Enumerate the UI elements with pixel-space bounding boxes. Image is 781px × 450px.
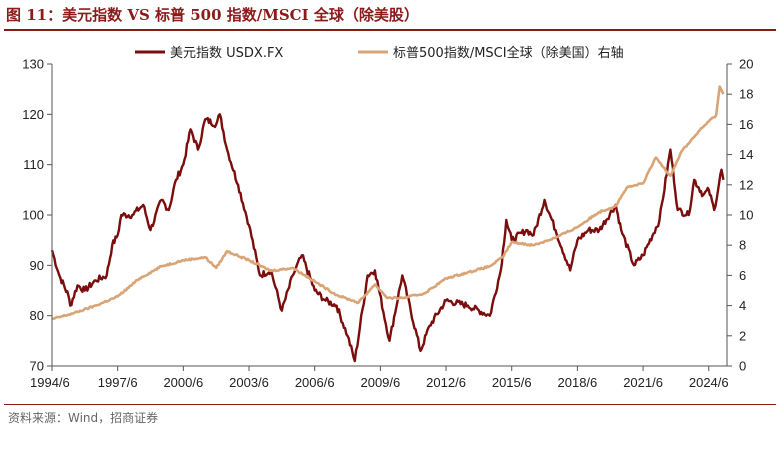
x-tick-label: 1997/6: [98, 375, 138, 390]
x-tick-label: 2015/6: [492, 375, 532, 390]
series-line-spx-msci: [51, 85, 725, 321]
y-left-tick-label: 120: [22, 107, 44, 122]
x-tick-label: 2000/6: [163, 375, 203, 390]
y-right-tick-label: 0: [739, 359, 746, 374]
legend-label: 标普500指数/MSCI全球（除美国）右轴: [393, 45, 624, 61]
legend-label: 美元指数 USDX.FX: [170, 46, 283, 61]
dual-axis-line-chart: 美元指数 USDX.FX 标普500指数/MSCI全球（除美国）右轴 1994/6…: [22, 45, 753, 390]
x-tick-label: 2009/6: [360, 375, 400, 390]
y-right-tick-label: 18: [739, 87, 753, 102]
y-right-tick-label: 20: [739, 57, 753, 72]
x-tick-label: 2003/6: [229, 375, 269, 390]
y-right-tick-label: 4: [739, 298, 746, 313]
figure-title: 图 11：美元指数 VS 标普 500 指数/MSCI 全球（除美股）: [6, 6, 419, 24]
x-tick-label: 1994/6: [30, 375, 70, 390]
x-tick-label: 2021/6: [623, 375, 663, 390]
y-right-tick-label: 6: [739, 268, 746, 283]
y-left-tick-label: 100: [22, 208, 44, 223]
plot-area: [50, 85, 725, 363]
y-left-tick-label: 80: [30, 308, 44, 323]
y-left-tick-label: 110: [23, 157, 44, 172]
y-left-tick-label: 130: [22, 57, 44, 72]
x-tick-label: 2012/6: [426, 375, 466, 390]
x-tick-label: 2024/6: [689, 375, 729, 390]
y-axis-left: 70 80 90 100 110 120 130: [22, 57, 53, 374]
y-right-tick-label: 8: [739, 238, 746, 253]
y-right-tick-label: 12: [739, 177, 753, 192]
source-note: 资料来源：Wind，招商证券: [8, 411, 159, 425]
x-axis: 1994/6 1997/6 2000/6 2003/6 2006/6 2009/6 2012…: [30, 365, 729, 390]
y-axis-right: 0 2 4 6 8 10 12 14 16 18 20: [726, 57, 753, 374]
y-left-tick-label: 70: [30, 359, 44, 374]
title-divider: [4, 29, 776, 31]
series-line-usdx: [50, 113, 725, 363]
x-tick-label: 2006/6: [295, 375, 335, 390]
y-right-tick-label: 10: [739, 208, 753, 223]
chart-legend: 美元指数 USDX.FX 标普500指数/MSCI全球（除美国）右轴: [135, 45, 624, 61]
y-right-tick-label: 16: [739, 117, 753, 132]
y-right-tick-label: 14: [739, 147, 753, 162]
y-right-tick-label: 2: [739, 328, 746, 343]
footer-divider: [4, 404, 776, 405]
x-tick-label: 2018/6: [558, 375, 598, 390]
y-left-tick-label: 90: [30, 258, 44, 273]
